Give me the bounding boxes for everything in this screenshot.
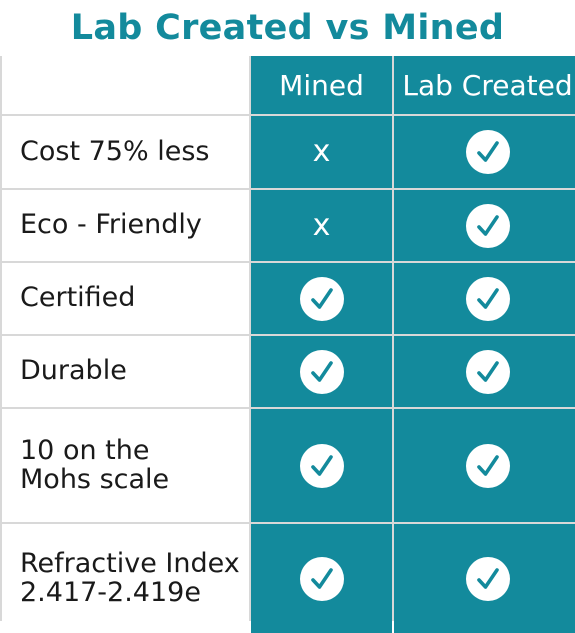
page-title: Lab Created vs Mined <box>70 8 505 48</box>
mined-cell <box>251 409 392 522</box>
row-label: Eco - Friendly <box>2 190 249 261</box>
row-label: Durable <box>2 336 249 407</box>
check-circle-icon <box>465 349 510 394</box>
lab-cell <box>394 336 575 407</box>
x-mark-icon: x <box>312 134 331 169</box>
lab-cell <box>394 524 575 633</box>
check-circle-icon <box>465 443 510 488</box>
check-circle-icon <box>465 203 510 248</box>
check-circle-icon <box>465 130 510 174</box>
lab-cell <box>394 116 575 188</box>
row-label: 10 on the Mohs scale <box>2 409 249 522</box>
check-circle-icon <box>299 349 344 394</box>
mined-cell <box>251 263 392 334</box>
check-circle-icon <box>465 556 510 601</box>
mined-cell <box>251 336 392 407</box>
lab-cell <box>394 409 575 522</box>
check-circle-icon <box>299 443 344 488</box>
mined-cell: x <box>251 190 392 261</box>
row-label: Refractive Index 2.417-2.419e <box>2 524 249 633</box>
check-circle-icon <box>299 276 344 321</box>
lab-cell <box>394 263 575 334</box>
mined-cell: x <box>251 116 392 188</box>
row-label: Cost 75% less <box>2 116 249 188</box>
row-label: Certified <box>2 263 249 334</box>
check-circle-icon <box>465 276 510 321</box>
mined-cell <box>251 524 392 633</box>
column-header-lab-created: Lab Created <box>394 56 575 114</box>
table-corner-blank <box>2 56 249 114</box>
check-circle-icon <box>299 556 344 601</box>
column-header-mined: Mined <box>251 56 392 114</box>
comparison-table: Mined Lab Created Cost 75% less x Eco - … <box>0 56 575 633</box>
lab-cell <box>394 190 575 261</box>
x-mark-icon: x <box>312 207 331 243</box>
